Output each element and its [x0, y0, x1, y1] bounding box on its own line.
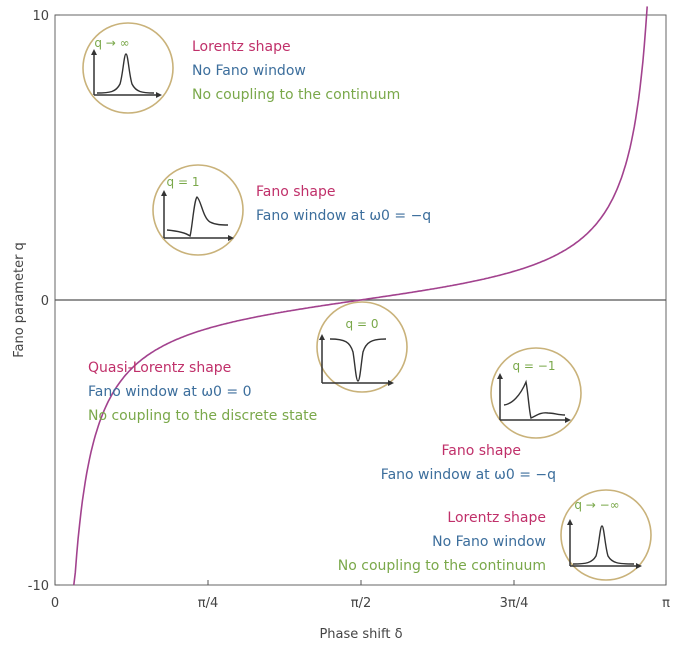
annotation-shape: Quasi-Lorentz shape	[88, 360, 231, 376]
annotation-shape: Fano shape	[256, 184, 335, 200]
annotation-3: Quasi-Lorentz shape Fano window at ω0 = …	[88, 360, 317, 424]
x-tick-marks	[55, 580, 666, 585]
x-tick-label: π/4	[198, 596, 218, 611]
inset-q-label: q = −1	[513, 359, 556, 373]
inset-q-infinity: q → ∞	[83, 23, 173, 113]
inset-q-label: q = 1	[167, 175, 200, 189]
annotation-shape: Fano shape	[442, 443, 521, 459]
y-tick-label: 10	[32, 9, 49, 24]
annotation-shape: Lorentz shape	[192, 39, 291, 55]
x-tick-label: 0	[51, 596, 59, 611]
annotation-coupling: No coupling to the continuum	[192, 87, 400, 103]
inset-q-label: q → −∞	[574, 498, 619, 512]
inset-q-zero: q = 0	[317, 302, 407, 392]
inset-q-label: q = 0	[346, 317, 379, 331]
x-tick-label: 3π/4	[500, 596, 529, 611]
annotation-window: Fano window at ω0 = 0	[88, 384, 252, 400]
inset-q-minus-infinity: q → −∞	[561, 490, 651, 580]
y-tick-marks	[55, 15, 60, 585]
x-tick-label: π/2	[351, 596, 371, 611]
annotation-1: Lorentz shape No Fano window No coupling…	[192, 39, 400, 103]
y-axis-label: Fano parameter q	[12, 242, 27, 358]
annotation-window: Fano window at ω0 = −q	[256, 208, 431, 224]
x-axis-label: Phase shift δ	[319, 627, 402, 642]
x-tick-label: π	[662, 596, 670, 611]
annotation-5: Lorentz shape No Fano window No coupling…	[338, 510, 546, 574]
inset-q-one: q = 1	[153, 165, 243, 255]
annotation-shape: Lorentz shape	[447, 510, 546, 526]
annotation-coupling: No coupling to the continuum	[338, 558, 546, 574]
annotation-window: No Fano window	[192, 63, 306, 79]
inset-q-label: q → ∞	[94, 36, 129, 50]
inset-q-minus-one: q = −1	[491, 348, 581, 438]
y-tick-label: 0	[41, 294, 49, 309]
annotation-window: Fano window at ω0 = −q	[381, 467, 556, 483]
annotation-coupling: No coupling to the discrete state	[88, 408, 317, 424]
inset-ring	[317, 302, 407, 392]
annotation-2: Fano shape Fano window at ω0 = −q	[256, 184, 431, 224]
y-tick-label: -10	[28, 579, 49, 594]
annotation-4: Fano shape Fano window at ω0 = −q	[381, 443, 556, 483]
annotation-window: No Fano window	[432, 534, 546, 550]
